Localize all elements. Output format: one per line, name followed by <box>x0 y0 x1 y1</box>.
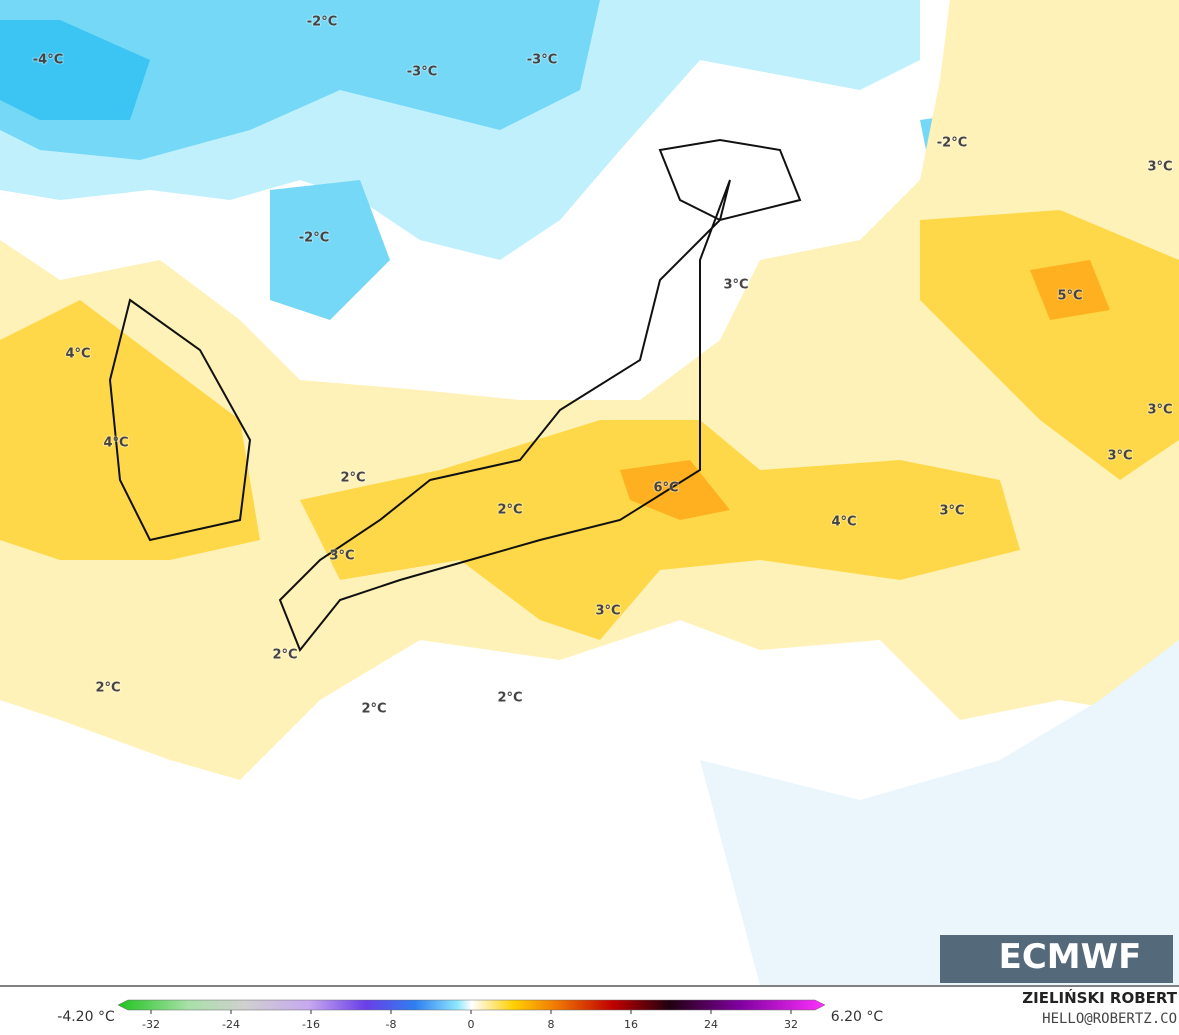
coldest-region <box>0 20 150 120</box>
contour-label: 2°C <box>340 471 365 486</box>
colorbar-min: -4.20 °C <box>57 1009 115 1025</box>
warmer-region <box>920 210 1179 480</box>
cold-pocket <box>270 180 390 320</box>
logo: ECMWF <box>999 937 1142 977</box>
contour-label: -2°C <box>307 15 337 30</box>
contour-label: 2°C <box>361 702 386 717</box>
credit-name: ZIELIŃSKI ROBERT <box>1022 988 1177 1007</box>
contour-label: 3°C <box>595 604 620 619</box>
colorbar-tick-label: 16 <box>624 1018 638 1031</box>
contour-label: 4°C <box>65 347 90 362</box>
contour-label: 3°C <box>723 278 748 293</box>
contour-label: -2°C <box>937 136 967 151</box>
colorbar-tick-label: -24 <box>222 1018 240 1031</box>
colorbar-tick-label: 24 <box>704 1018 718 1031</box>
contour-label: 3°C <box>1147 160 1172 175</box>
map-area: ECMWF <box>0 0 1179 985</box>
contour-label: 5°C <box>1057 289 1082 304</box>
warmer-region <box>0 300 260 560</box>
contour-label: 2°C <box>272 648 297 663</box>
labels: -2°C -4°C -3°C -3°C -2°C 3°C -2°C 3°C 5°… <box>32 14 1174 718</box>
colorbar-gradient <box>117 999 826 1011</box>
contour-label: -4°C <box>33 53 63 68</box>
cool-region <box>700 640 1179 985</box>
contour-label: -3°C <box>527 53 557 68</box>
contour-label: 3°C <box>939 504 964 519</box>
contour-label: 2°C <box>497 691 522 706</box>
colorbar-tick-label: -8 <box>386 1018 397 1031</box>
colorbar-tick-label: 0 <box>468 1018 475 1031</box>
contour-label: 2°C <box>497 503 522 518</box>
contour-label: 6°C <box>653 481 678 496</box>
contour-label: 4°C <box>831 515 856 530</box>
warmest-region <box>1030 260 1110 320</box>
contour-label: 4°C <box>103 436 128 451</box>
contour-label: 3°C <box>1107 449 1132 464</box>
colder-region <box>0 0 600 160</box>
contour-label: -3°C <box>407 65 437 80</box>
colorbar-tick-label: -32 <box>142 1018 160 1031</box>
colorbar-tick-label: 32 <box>784 1018 798 1031</box>
warmest-region <box>620 460 730 520</box>
warmer-region <box>300 420 1020 640</box>
colorbar-tick-label: -16 <box>302 1018 320 1031</box>
colorbar: -4.20 °C 6.20 °C ZIELIŃSKI ROBERT HELLO@… <box>0 985 1179 1027</box>
contour-label: 2°C <box>95 681 120 696</box>
colorbar-tick-label: 8 <box>548 1018 555 1031</box>
contour-label: -2°C <box>299 231 329 246</box>
contour-label: 3°C <box>329 549 354 564</box>
colorbar-max: 6.20 °C <box>831 1009 884 1025</box>
contour-label: 3°C <box>1147 403 1172 418</box>
coastline <box>108 138 802 652</box>
logo-box <box>940 935 1173 983</box>
credit-contact: HELLO@ROBERTZ.CO <box>1042 1011 1177 1027</box>
